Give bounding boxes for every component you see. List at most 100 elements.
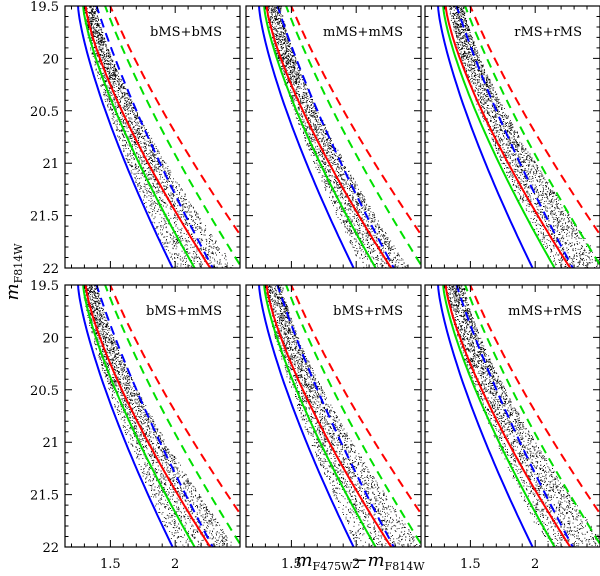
binary-sequence-red [290,285,421,516]
panel-ticks [425,284,600,548]
isochrone-red [265,6,393,268]
binary-sequence-green [464,285,600,546]
panel-plot-area [437,285,600,547]
y-axis-title-main: m [2,283,23,300]
isochrone-green [82,285,196,547]
svg-text:mF814W: mF814W [2,243,25,301]
y-axis-title: mF814W [2,243,25,301]
star-points [83,285,232,547]
y-tick-label: 20 [42,52,59,67]
x-axis-title-main: m [295,550,312,571]
isochrone-blue [258,285,355,547]
y-tick-label: 19.5 [30,0,59,15]
isochrone-green [263,285,377,547]
panel-rms-plus-rms: rMS+rMS [424,5,600,269]
binary-sequence-green [285,285,421,546]
y-tick-label: 20 [42,331,59,346]
y-axis-title-sub: F814W [12,243,25,284]
y-tick-label: 22 [42,541,59,556]
tick-marks [425,5,600,269]
y-tick-label: 21 [42,157,59,172]
panel-frame [64,5,241,269]
isochrone-red [84,285,212,547]
tick-marks [65,5,241,269]
panel-label: rMS+rMS [514,25,582,40]
svg-text:mF475W−mF814W: mF475W−mF814W [295,550,425,573]
star-points [82,6,234,268]
star-points [264,285,421,547]
isochrone-blue [258,6,355,268]
binary-sequence-red [109,285,240,516]
tick-marks [65,284,241,548]
panel-frame [245,5,422,269]
panel-plot-area [258,285,421,547]
y-tick-label: 22 [42,262,59,277]
tick-marks [246,5,422,269]
panel-ticks [425,5,600,269]
panel-plot-area [437,6,600,268]
x-axis-title-sub: F475W [313,560,354,573]
panel-frame [424,5,600,269]
x-tick-label: 1.5 [100,557,121,572]
isochrone-green [263,6,377,268]
x-tick-label: 1.5 [460,557,481,572]
panel-label: mMS+rMS [508,304,582,319]
panel-plot-area [77,285,240,547]
binary-sequence-green [464,6,600,267]
x-axis-title-sub2: F814W [385,560,426,573]
y-tick-label: 19.5 [30,279,59,294]
isochrone-green [442,285,556,547]
binary-sequence-green [285,6,421,267]
tick-marks [246,284,422,548]
panel-frame [64,284,241,548]
panel-mms-plus-mms: mMS+mMS [245,5,422,269]
isochrone-blue [437,285,534,547]
y-tick-label: 21.5 [30,489,59,504]
y-tick-label: 20.5 [30,384,59,399]
panel-label: bMS+bMS [150,25,222,40]
panel-ticks [65,5,241,269]
panel-ticks [246,284,422,548]
binary-sequence-red [290,6,421,237]
y-tick-label: 21 [42,436,59,451]
y-tick-label: 20.5 [30,105,59,120]
panel-label: mMS+mMS [323,25,403,40]
isochrone-red [265,285,393,547]
x-axis-title-main2: m [368,550,385,571]
binary-sequence-red [109,6,240,237]
panel-ticks [65,284,241,548]
star-points [446,285,600,547]
isochrone-red [444,285,572,547]
panel-ticks [246,5,422,269]
panel-mms-plus-rms: mMS+rMS 1.5 2 [424,284,600,572]
binary-sequence-green [104,285,240,546]
panel-frame [245,284,422,548]
x-tick-label: 2 [352,557,360,572]
x-tick-label: 1.5 [281,557,302,572]
binary-sequence-red [469,285,600,516]
isochrone-blue [77,6,174,268]
binary-sequence-green [104,6,240,267]
panel-frame [424,284,600,548]
panel-plot-area [258,6,421,268]
binary-sequence-red [469,6,600,237]
y-tick-label: 21.5 [30,210,59,225]
x-axis-title: mF475W−mF814W [295,550,425,573]
binary-sequence-blue [95,6,214,268]
isochrone-red [84,6,212,268]
panel-label: bMS+mMS [146,304,222,319]
isochrone-green [82,6,196,268]
x-tick-label: 2 [171,557,179,572]
star-points [448,6,600,268]
panel-bms-plus-bms: bMS+bMS 19.5 20 20.5 21 21.5 22 [30,0,241,277]
panel-label: bMS+rMS [333,304,403,319]
isochrone-blue [77,285,174,547]
panel-plot-area [77,6,240,268]
isochrone-red [444,6,572,268]
panel-bms-plus-rms: bMS+rMS 1.5 2 [245,284,422,572]
isochrone-blue [437,6,534,268]
tick-marks [425,284,600,548]
x-tick-label: 2 [531,557,539,572]
